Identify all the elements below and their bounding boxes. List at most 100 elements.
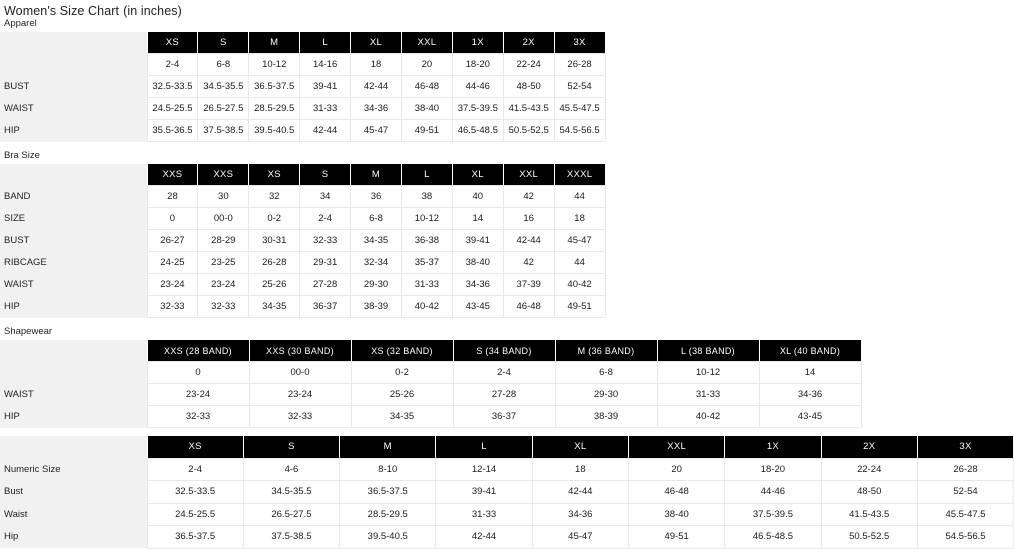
- table-cell: 18-20: [451, 53, 504, 76]
- table-cell: 2-4: [146, 457, 244, 481]
- table-cell: 36.5-37.5: [146, 525, 244, 549]
- table-row: WAIST 23-24 23-24 25-26 27-28 29-30 31-3…: [0, 383, 862, 406]
- table-cell: 36-37: [299, 295, 352, 318]
- table-cell: 46-48: [400, 75, 453, 98]
- table-cell: 44: [553, 251, 606, 274]
- table-cell: 8-10: [339, 457, 437, 481]
- table-cell: 37-39: [502, 273, 555, 296]
- table-cell: 22-24: [502, 53, 555, 76]
- table-cell: 23-24: [197, 273, 250, 296]
- table-header-row: XS S M L XL XXL 1X 2X 3X: [0, 436, 1014, 458]
- table-row: BAND 28 30 32 34 36 38 40 42 44: [0, 185, 606, 208]
- table-cell: 42-44: [299, 119, 352, 142]
- shapewear-table-head: XXS (28 BAND) XXS (30 BAND) XS (32 BAND)…: [0, 340, 862, 362]
- table-cell: 34-35: [350, 405, 454, 428]
- table-cell: 38-40: [627, 502, 726, 526]
- table-cell: 48-50: [820, 480, 918, 504]
- table-cell: 37.5-39.5: [724, 502, 822, 526]
- bra-header-cell: L: [400, 164, 453, 186]
- numeric-header-corner: [0, 436, 147, 458]
- numeric-header-cell: L: [435, 436, 533, 458]
- bra-header-cell: XXS: [197, 164, 250, 186]
- table-row: Bust 32.5-33.5 34.5-35.5 36.5-37.5 39-41…: [0, 480, 1014, 504]
- table-cell: 34-36: [350, 97, 402, 120]
- table-cell: 42-44: [531, 480, 629, 504]
- table-header-row: XS S M L XL XXL 1X 2X 3X: [0, 32, 606, 54]
- table-cell: 18: [350, 53, 402, 76]
- table-cell: 24.5-25.5: [146, 502, 244, 526]
- row-label: BUST: [0, 75, 147, 98]
- bra-header-cell: XXXL: [553, 164, 606, 186]
- shapewear-header-cell: XS (32 BAND): [350, 340, 454, 362]
- table-cell: 32-33: [299, 229, 352, 252]
- table-cell: 36: [350, 185, 402, 208]
- table-cell: 14-16: [299, 53, 352, 76]
- bra-table-head: XXS XXS XS S M L XL XXL XXXL: [0, 164, 606, 186]
- section-shapewear: Shapewear XXS (28 BAND) XXS (30 BAND) XS…: [0, 326, 1014, 428]
- table-cell: 10-12: [656, 361, 760, 384]
- row-label: Numeric Size: [0, 458, 147, 481]
- table-cell: 0-2: [248, 207, 301, 230]
- table-cell: 54.5-56.5: [553, 119, 606, 142]
- table-cell: 2-4: [146, 53, 199, 76]
- table-cell: 46.5-48.5: [451, 119, 504, 142]
- section-label-bra-size: Bra Size: [4, 150, 40, 161]
- shapewear-header-cell: M (36 BAND): [554, 340, 658, 362]
- shapewear-header-cell: S (34 BAND): [452, 340, 556, 362]
- apparel-header-cell: XXL: [400, 32, 453, 54]
- table-cell: 37.5-39.5: [451, 97, 504, 120]
- apparel-table-body: 2-4 6-8 10-12 14-16 18 20 18-20 22-24 26…: [0, 53, 606, 142]
- section-numeric-size: XS S M L XL XXL 1X 2X 3X Numeric Size 2-…: [0, 436, 1014, 549]
- bra-header-corner: [0, 164, 147, 186]
- apparel-header-cell: 3X: [553, 32, 606, 54]
- table-cell: 29-30: [554, 383, 658, 406]
- table-cell: 10-12: [248, 53, 301, 76]
- table-cell: 45.5-47.5: [916, 502, 1014, 526]
- page-title-main: Women's Size Chart: [4, 4, 120, 18]
- table-cell: 0-2: [350, 361, 454, 384]
- table-cell: 42-44: [502, 229, 555, 252]
- numeric-header-cell: M: [339, 436, 437, 458]
- table-cell: 38: [400, 185, 453, 208]
- shapewear-header-corner: [0, 340, 147, 362]
- table-row: WAIST 23-24 23-24 25-26 27-28 29-30 31-3…: [0, 273, 606, 296]
- table-row: Numeric Size 2-4 4-6 8-10 12-14 18 20 18…: [0, 457, 1014, 481]
- table-cell: 20: [400, 53, 453, 76]
- table-cell: 41.5-43.5: [502, 97, 555, 120]
- table-cell: 18-20: [724, 457, 822, 481]
- table-cell: 42-44: [435, 525, 533, 549]
- apparel-header-cell: 2X: [502, 32, 555, 54]
- table-cell: 28: [146, 185, 199, 208]
- table-cell: 44: [553, 185, 606, 208]
- table-cell: 37.5-38.5: [197, 119, 250, 142]
- table-cell: 39.5-40.5: [339, 525, 437, 549]
- table-cell: 4-6: [242, 457, 341, 481]
- apparel-size-table: XS S M L XL XXL 1X 2X 3X 2-4 6-8 10-12: [0, 32, 606, 142]
- table-cell: 27-28: [452, 383, 556, 406]
- table-row: HIP 32-33 32-33 34-35 36-37 38-39 40-42 …: [0, 295, 606, 318]
- shapewear-header-cell: XXS (30 BAND): [248, 340, 352, 362]
- table-row: HIP 35.5-36.5 37.5-38.5 39.5-40.5 42-44 …: [0, 119, 606, 142]
- table-cell: 40-42: [400, 295, 453, 318]
- section-label-shapewear: Shapewear: [4, 326, 53, 337]
- table-cell: 38-40: [400, 97, 453, 120]
- row-label: BUST: [0, 229, 147, 252]
- table-cell: 28.5-29.5: [339, 502, 437, 526]
- table-cell: 12-14: [435, 457, 533, 481]
- table-cell: 23-25: [197, 251, 250, 274]
- bra-header-cell: S: [299, 164, 352, 186]
- apparel-header-cell: 1X: [451, 32, 504, 54]
- table-cell: 28-29: [197, 229, 250, 252]
- table-row: BUST 26-27 28-29 30-31 32-33 34-35 36-38…: [0, 229, 606, 252]
- table-cell: 29-30: [350, 273, 402, 296]
- numeric-header-cell: XXL: [627, 436, 726, 458]
- table-cell: 42-44: [350, 75, 402, 98]
- table-cell: 16: [502, 207, 555, 230]
- table-cell: 32-33: [146, 405, 250, 428]
- bra-header-cell: XXL: [502, 164, 555, 186]
- table-cell: 31-33: [400, 273, 453, 296]
- table-cell: 26.5-27.5: [242, 502, 341, 526]
- table-cell: 36-37: [452, 405, 556, 428]
- apparel-header-cell: XL: [350, 32, 402, 54]
- bra-header-cell: XS: [248, 164, 301, 186]
